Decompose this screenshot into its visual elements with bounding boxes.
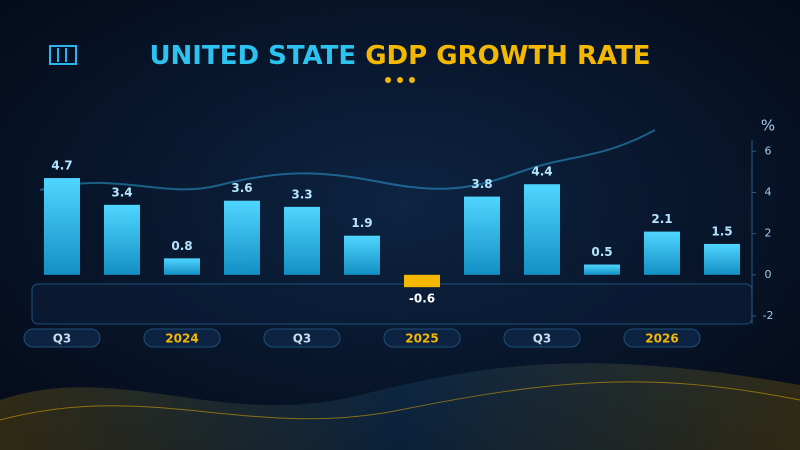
value-label: 3.6: [231, 181, 252, 195]
value-label: 3.3: [291, 187, 312, 201]
value-label: 0.5: [591, 245, 612, 259]
x-tick-label: 2025: [405, 332, 438, 346]
y-tick-label: 2: [765, 227, 772, 240]
title-dots: [385, 77, 415, 83]
bar: [104, 204, 140, 275]
chart-title: UNITED STATE GDP GROWTH RATE: [149, 41, 650, 71]
value-label: 2.1: [651, 212, 672, 226]
value-label: 4.7: [51, 159, 72, 173]
bar: [644, 231, 680, 275]
value-label: 4.4: [531, 165, 552, 179]
logo: [49, 45, 77, 65]
bar: [704, 243, 740, 275]
x-label-pill: [143, 328, 221, 348]
y-tick-label: 6: [765, 144, 772, 157]
bar: [164, 258, 200, 275]
decor-wave: [0, 363, 800, 450]
bar: [404, 274, 440, 288]
y-tick-label: 4: [765, 185, 772, 198]
title-part: GDP GROWTH RATE: [365, 41, 650, 71]
x-label-pill: [23, 328, 101, 348]
bar: [284, 206, 320, 275]
x-tick-label: Q3: [53, 332, 72, 346]
decor-trend: [39, 129, 656, 191]
value-label: 3.4: [111, 185, 132, 199]
x-label-pill: [623, 328, 701, 348]
value-label: 0.8: [171, 239, 192, 253]
y-tick-label: 0: [765, 268, 772, 281]
x-tick-label: Q3: [293, 332, 312, 346]
bar: [344, 235, 380, 275]
bar: [44, 178, 80, 275]
x-tick-label: Q3: [533, 332, 552, 346]
value-label: 1.9: [351, 216, 372, 230]
negative-band: [31, 283, 753, 325]
y-tick-label: -2: [763, 309, 774, 322]
x-tick-label: 2024: [165, 332, 198, 346]
bar: [584, 264, 620, 275]
value-label: 3.8: [471, 177, 492, 191]
x-label-pill: [503, 328, 581, 348]
value-label: -0.6: [409, 292, 435, 306]
bar: [464, 196, 500, 275]
x-label-pill: [263, 328, 341, 348]
decor-wave: [0, 381, 800, 421]
bar: [524, 184, 560, 275]
x-label-pill: [383, 328, 461, 348]
value-label: 1.5: [711, 224, 732, 238]
title-part: UNITED STATE: [149, 41, 356, 71]
x-tick-label: 2026: [645, 332, 678, 346]
y-axis-label: %: [761, 117, 775, 135]
bar: [224, 200, 260, 275]
